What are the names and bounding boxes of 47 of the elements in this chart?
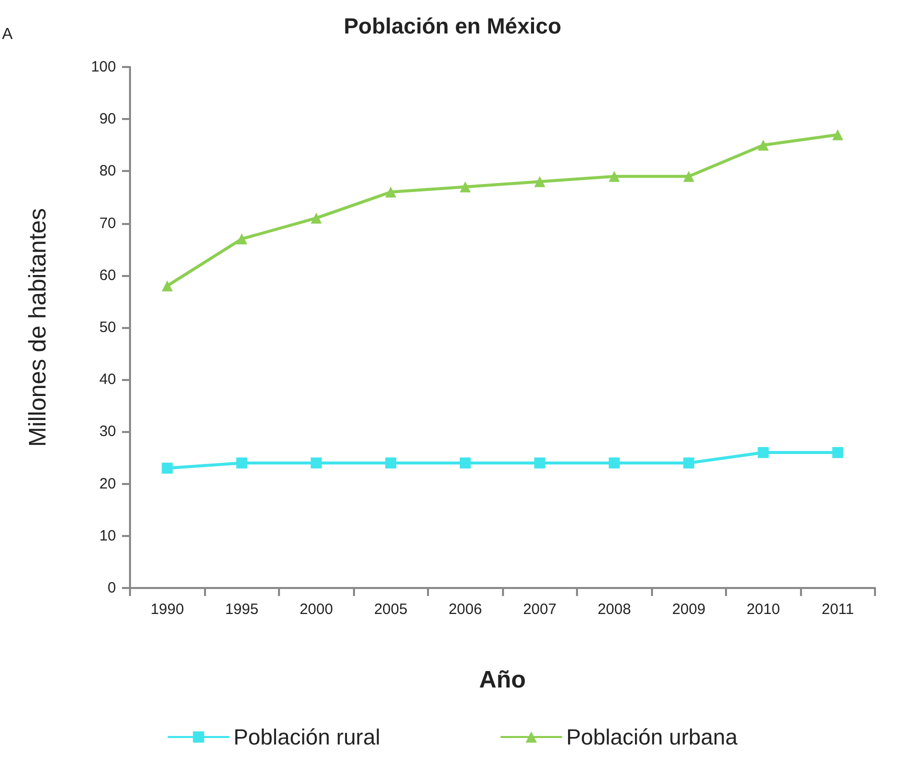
point xyxy=(832,447,844,458)
y-axis-title: Millones de habitantes xyxy=(24,208,52,447)
point xyxy=(310,212,322,224)
y-tick-label: 80 xyxy=(99,162,116,180)
x-tick-label: 2008 xyxy=(598,601,631,618)
point xyxy=(385,457,396,468)
point xyxy=(385,186,396,198)
point xyxy=(608,457,620,468)
y-tick-label: 20 xyxy=(99,475,116,492)
point xyxy=(460,181,471,192)
y-tick-label: 0 xyxy=(108,580,116,596)
point xyxy=(162,280,173,292)
x-tick-label: 1995 xyxy=(225,601,258,618)
x-axis-title: Año xyxy=(479,666,526,694)
y-tick-label: 50 xyxy=(99,319,116,336)
point xyxy=(162,462,173,474)
x-tick-label: 2010 xyxy=(746,601,780,618)
y-tick-label: 60 xyxy=(99,266,116,284)
x-tick-label: 2005 xyxy=(374,601,408,618)
y-tick-label: 40 xyxy=(99,371,116,388)
chart-title: Población en México xyxy=(344,14,562,38)
x-tick-label: 2007 xyxy=(523,601,556,618)
y-tick-label: 90 xyxy=(99,110,116,128)
x-tick-label: 2009 xyxy=(672,601,706,618)
point xyxy=(534,176,546,188)
point xyxy=(683,457,694,468)
point xyxy=(758,140,769,151)
y-tick-label: 30 xyxy=(99,423,116,440)
point xyxy=(236,233,248,244)
x-tick-label: 2000 xyxy=(300,601,333,618)
point xyxy=(832,129,844,140)
point xyxy=(236,457,248,468)
text: A xyxy=(2,26,13,44)
x-tick-label: 2011 xyxy=(822,601,854,618)
point xyxy=(608,170,620,182)
legend-label: Población rural xyxy=(234,724,380,750)
y-tick-label: 100 xyxy=(90,58,116,76)
x-tick-label: 1990 xyxy=(150,601,184,618)
point xyxy=(534,457,546,468)
legend-label: Población urbana xyxy=(566,724,738,750)
y-tick-label: 10 xyxy=(99,527,116,544)
y-tick-label: 70 xyxy=(99,214,116,232)
point xyxy=(460,457,471,468)
point xyxy=(310,457,322,468)
point xyxy=(683,170,694,182)
point xyxy=(758,447,769,458)
x-tick-label: 2006 xyxy=(448,601,482,618)
